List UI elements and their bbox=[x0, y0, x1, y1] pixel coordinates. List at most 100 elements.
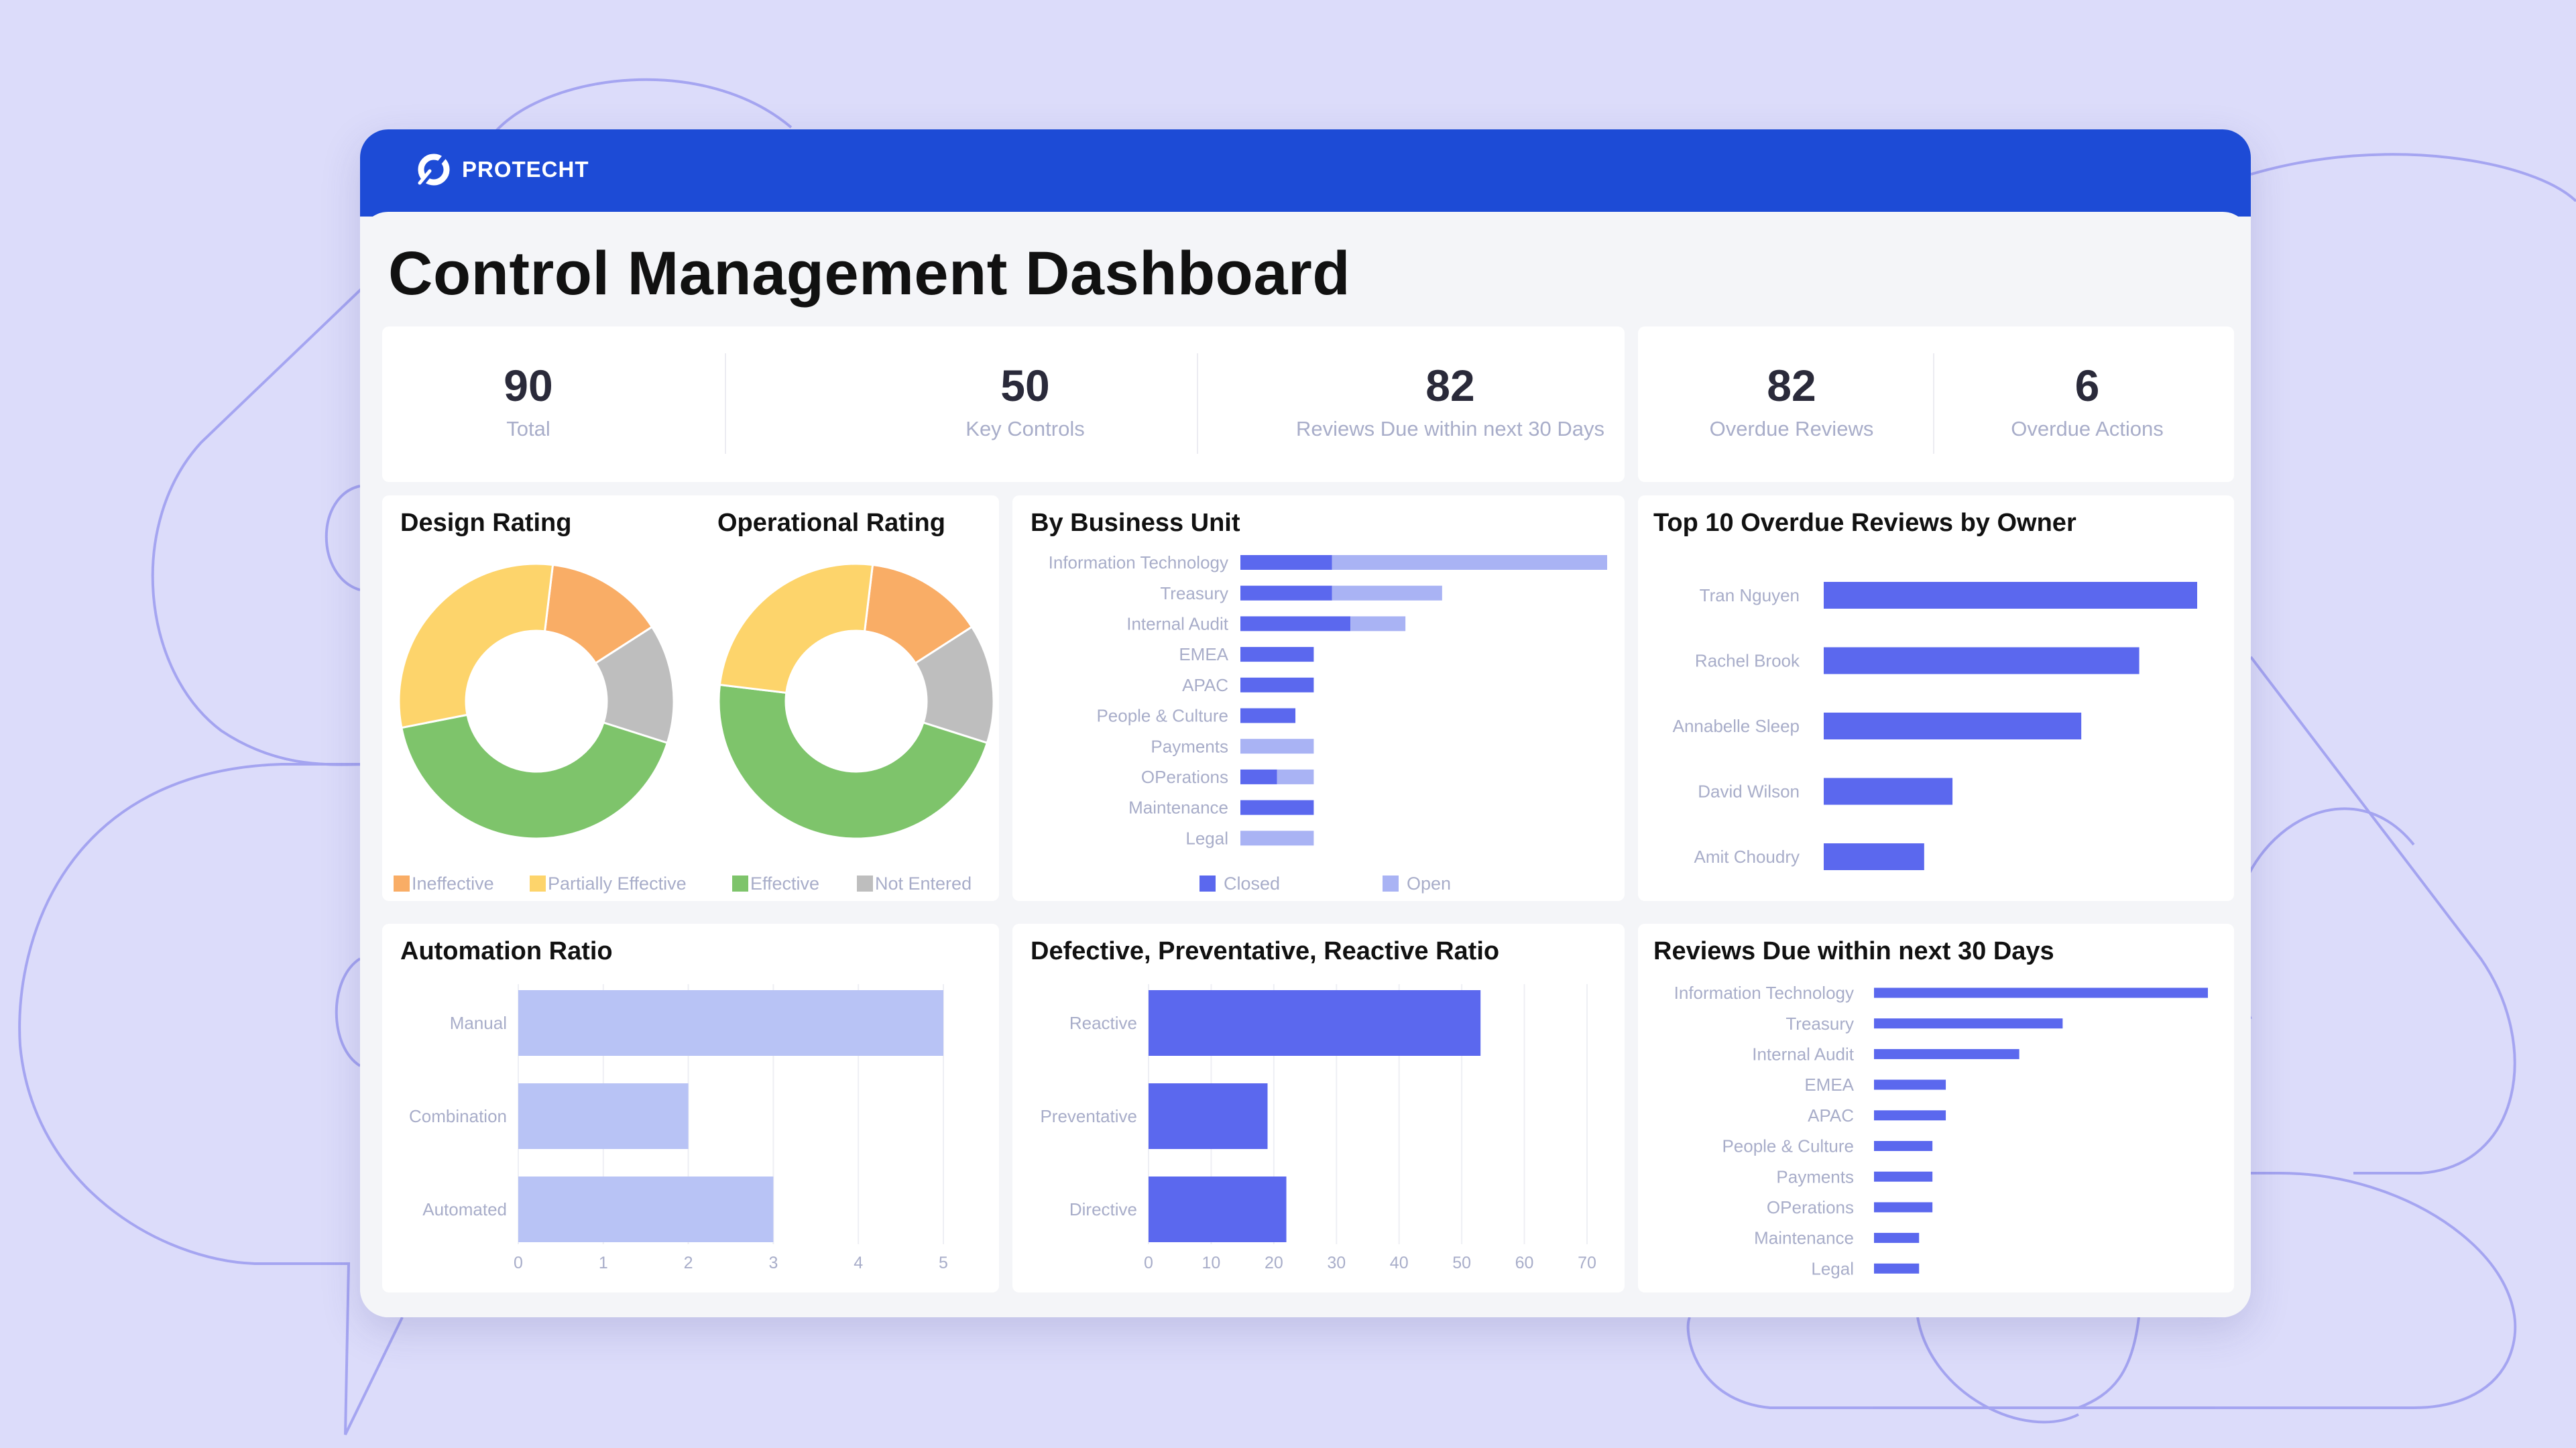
category-label-treasury: Treasury bbox=[1785, 1014, 1854, 1034]
bar-open-treasury[interactable] bbox=[1332, 585, 1442, 601]
category-label-david-wilson: David Wilson bbox=[1698, 782, 1800, 802]
category-label-apac: APAC bbox=[1808, 1105, 1854, 1126]
stat-overdue-reviews[interactable]: 82 Overdue Reviews bbox=[1638, 326, 1945, 482]
stat-total[interactable]: 90 Total bbox=[382, 326, 675, 482]
bar-closed-information-technology[interactable] bbox=[1240, 555, 1332, 570]
bar-tran-nguyen[interactable] bbox=[1824, 582, 2197, 609]
bar-david-wilson[interactable] bbox=[1824, 778, 1953, 805]
stat-total-label: Total bbox=[506, 417, 550, 440]
bar-internal-audit[interactable] bbox=[1874, 1048, 2019, 1059]
bar-open-information-technology[interactable] bbox=[1332, 555, 1607, 570]
category-label-apac: APAC bbox=[1182, 675, 1228, 695]
bar-information-technology[interactable] bbox=[1874, 987, 2208, 998]
top-bar: PROTECHT bbox=[360, 129, 2251, 217]
pie-slice-not-entered[interactable] bbox=[594, 625, 675, 745]
dpr-card: Defective, Preventative, Reactive Ratio … bbox=[1012, 924, 1625, 1292]
legend-partially-effective[interactable]: Partially Effective bbox=[548, 873, 687, 894]
category-label-people-culture: People & Culture bbox=[1096, 706, 1228, 726]
bar-open-legal[interactable] bbox=[1240, 831, 1314, 846]
bar-legal[interactable] bbox=[1874, 1263, 1920, 1274]
legend-swatch-partially-effective bbox=[530, 876, 546, 892]
overdue-owner-chart: Tran Nguyen Rachel Brook Annabelle Sleep Da… bbox=[1673, 582, 2197, 870]
legend-open[interactable]: Open bbox=[1407, 873, 1451, 894]
legend-ineffective[interactable]: Ineffective bbox=[412, 873, 494, 894]
bar-closed-internal-audit[interactable] bbox=[1240, 616, 1351, 631]
bar-closed-people-culture[interactable] bbox=[1240, 708, 1296, 723]
bar-directive[interactable] bbox=[1149, 1176, 1287, 1242]
design-rating-donut[interactable] bbox=[398, 562, 675, 840]
category-label-maintenance: Maintenance bbox=[1754, 1228, 1854, 1248]
bar-closed-emea[interactable] bbox=[1240, 647, 1314, 662]
x-tick-label: 10 bbox=[1202, 1254, 1221, 1272]
dashboard-window: PROTECHT Control Management Dashboard 90… bbox=[360, 129, 2251, 1317]
stat-overdue-reviews-label: Overdue Reviews bbox=[1709, 417, 1874, 440]
category-label-amit-choudry: Amit Choudry bbox=[1694, 847, 1800, 867]
bar-open-operations[interactable] bbox=[1277, 769, 1314, 784]
pie-slice-effective[interactable] bbox=[400, 713, 669, 840]
bar-annabelle-sleep[interactable] bbox=[1824, 713, 2082, 739]
stat-overdue-actions-value: 6 bbox=[2074, 361, 2100, 410]
category-label-legal: Legal bbox=[1185, 828, 1228, 848]
automation-chart: 0 1 2 3 4 5 Manual Combination Automated bbox=[409, 984, 948, 1272]
category-label-directive: Directive bbox=[1069, 1199, 1137, 1219]
bar-combination[interactable] bbox=[518, 1083, 689, 1149]
stat-overdue-reviews-value: 82 bbox=[1767, 361, 1816, 410]
legend-swatch-effective bbox=[732, 876, 748, 892]
bar-treasury[interactable] bbox=[1874, 1018, 2063, 1029]
x-tick-label: 3 bbox=[768, 1254, 778, 1272]
pie-slice-ineffective[interactable] bbox=[863, 563, 974, 665]
stat-key-controls-value: 50 bbox=[1000, 361, 1050, 410]
operational-rating-title: Operational Rating bbox=[717, 509, 945, 537]
legend-swatch-open bbox=[1383, 876, 1399, 892]
stat-key-controls[interactable]: 50 Key Controls bbox=[898, 326, 1152, 482]
business-unit-title: By Business Unit bbox=[1031, 509, 1240, 537]
overdue-owner-title: Top 10 Overdue Reviews by Owner bbox=[1653, 509, 2076, 537]
bar-rachel-brook[interactable] bbox=[1824, 647, 2140, 674]
bar-maintenance[interactable] bbox=[1874, 1233, 1920, 1244]
bar-emea[interactable] bbox=[1874, 1079, 1946, 1090]
bar-closed-apac[interactable] bbox=[1240, 677, 1314, 692]
brand-logo[interactable]: PROTECHT bbox=[415, 149, 589, 190]
category-label-payments: Payments bbox=[1776, 1166, 1854, 1187]
pie-slice-partially-effective[interactable] bbox=[718, 562, 874, 695]
bar-open-payments[interactable] bbox=[1240, 739, 1314, 754]
operational-rating-donut[interactable] bbox=[717, 562, 995, 840]
legend-effective[interactable]: Effective bbox=[750, 873, 819, 894]
x-tick-label: 50 bbox=[1452, 1254, 1471, 1272]
bar-amit-choudry[interactable] bbox=[1824, 843, 1924, 870]
pie-slice-not-entered[interactable] bbox=[914, 625, 995, 745]
bar-open-internal-audit[interactable] bbox=[1350, 616, 1406, 631]
stat-overdue-actions[interactable]: 6 Overdue Actions bbox=[1946, 326, 2228, 482]
stat-reviews-due[interactable]: 82 Reviews Due within next 30 Days bbox=[1249, 326, 1651, 482]
rating-donuts: Ineffective Partially Effective Effectiv… bbox=[394, 562, 995, 894]
bar-reactive[interactable] bbox=[1149, 990, 1481, 1056]
bar-preventative[interactable] bbox=[1149, 1083, 1268, 1149]
bar-apac[interactable] bbox=[1874, 1110, 1946, 1121]
stat-reviews-due-value: 82 bbox=[1425, 361, 1475, 410]
bar-automated[interactable] bbox=[518, 1176, 774, 1242]
x-tick-label: 4 bbox=[854, 1254, 863, 1272]
bar-operations[interactable] bbox=[1874, 1202, 1933, 1213]
bar-closed-operations[interactable] bbox=[1240, 769, 1277, 784]
bar-manual[interactable] bbox=[518, 990, 943, 1056]
pie-slice-effective[interactable] bbox=[717, 683, 989, 840]
bar-payments[interactable] bbox=[1874, 1171, 1933, 1182]
legend-not-entered[interactable]: Not Entered bbox=[875, 873, 972, 894]
bar-closed-maintenance[interactable] bbox=[1240, 800, 1314, 815]
category-label-automated: Automated bbox=[422, 1199, 507, 1219]
legend-closed[interactable]: Closed bbox=[1224, 873, 1280, 894]
x-tick-label: 40 bbox=[1390, 1254, 1409, 1272]
pie-slice-partially-effective[interactable] bbox=[398, 562, 554, 729]
stat-reviews-due-label: Reviews Due within next 30 Days bbox=[1295, 417, 1605, 440]
stat-divider bbox=[1933, 353, 1934, 454]
rating-legend: Ineffective Partially Effective Effectiv… bbox=[394, 873, 972, 894]
category-label-people-culture: People & Culture bbox=[1722, 1136, 1854, 1156]
bar-people-culture[interactable] bbox=[1874, 1141, 1933, 1151]
bar-closed-treasury[interactable] bbox=[1240, 585, 1332, 601]
category-label-internal-audit: Internal Audit bbox=[1126, 614, 1229, 634]
category-label-preventative: Preventative bbox=[1040, 1106, 1137, 1126]
stat-divider bbox=[725, 353, 726, 454]
design-rating-title: Design Rating bbox=[400, 509, 572, 537]
pie-slice-ineffective[interactable] bbox=[543, 563, 654, 665]
category-label-information-technology: Information Technology bbox=[1674, 983, 1854, 1003]
